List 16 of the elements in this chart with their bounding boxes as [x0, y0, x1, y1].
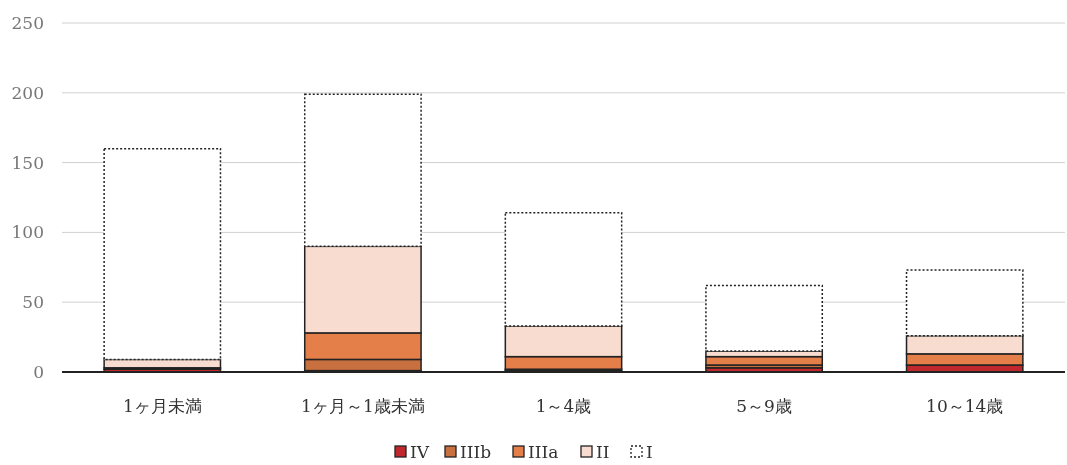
- legend-label: II: [596, 441, 610, 462]
- legend-label: IIIa: [528, 441, 559, 462]
- x-tick-label: 1ヶ月～1歳未満: [301, 396, 425, 416]
- x-tick-label: 5～9歳: [736, 396, 792, 416]
- x-tick-label: 1～4歳: [535, 396, 592, 416]
- y-tick-label: 200: [11, 82, 44, 103]
- y-tick-label: 0: [33, 361, 44, 382]
- y-tick-label: 250: [11, 12, 44, 33]
- legend-label: IV: [410, 441, 430, 462]
- y-tick-label: 150: [11, 152, 44, 173]
- legend-label: IIIb: [460, 441, 492, 462]
- x-tick-label: 10～14歳: [926, 396, 1004, 416]
- legend-label: I: [646, 441, 653, 462]
- y-tick-label: 100: [11, 222, 44, 243]
- y-tick-label: 50: [22, 292, 44, 313]
- x-tick-label: 1ヶ月未満: [122, 396, 202, 416]
